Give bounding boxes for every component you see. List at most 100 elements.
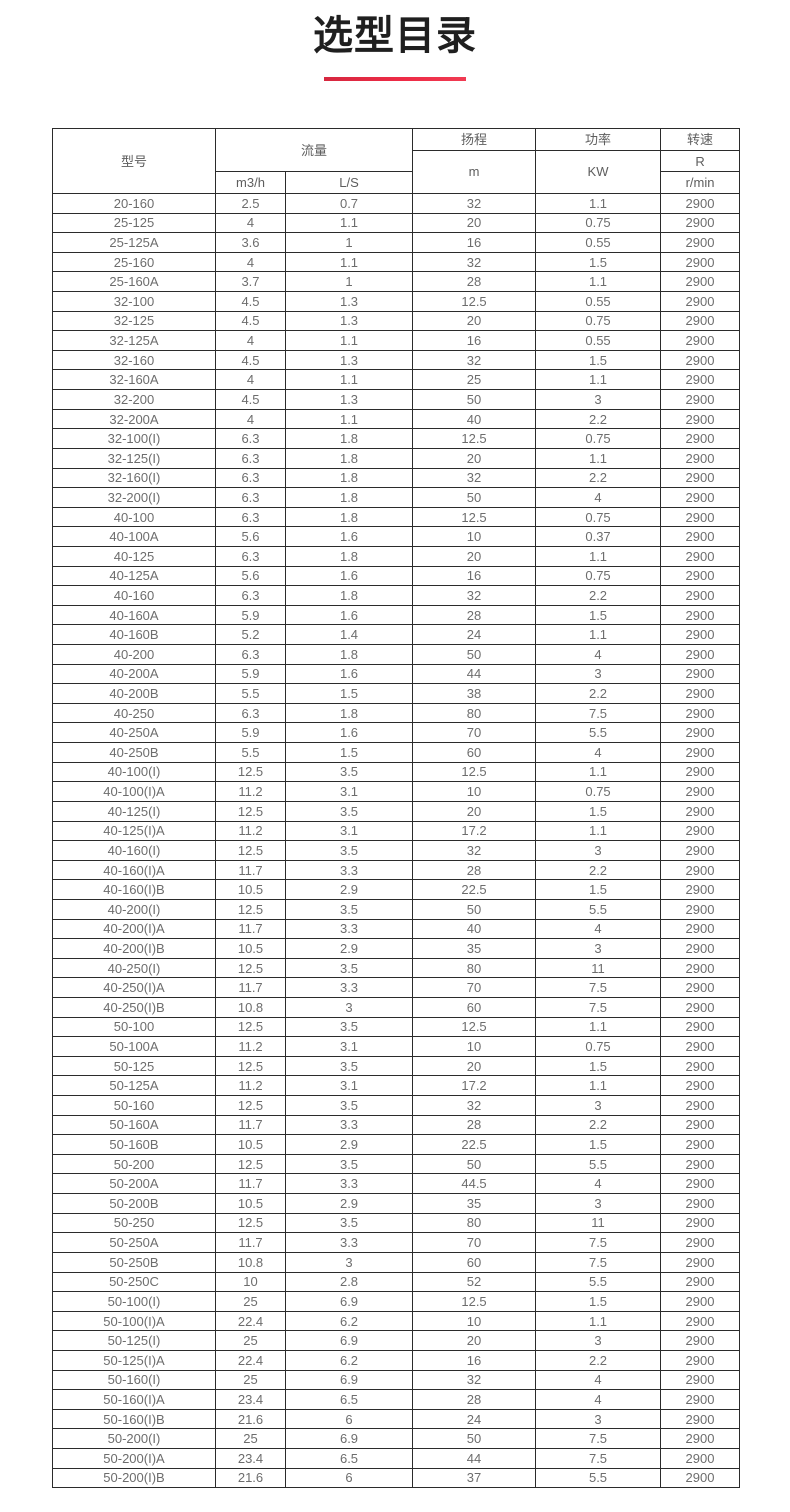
cell-head: 32 xyxy=(412,585,537,606)
cell-model: 32-200(I) xyxy=(52,487,216,508)
cell-flow-m3h: 6.3 xyxy=(215,487,286,508)
cell-model: 40-125(I) xyxy=(52,800,216,822)
cell-speed: 2900 xyxy=(660,742,741,763)
cell-flow-ls: 6.9 xyxy=(284,1330,414,1351)
table-row: 32-160 4.5 1.3 32 1.5 2900 xyxy=(52,349,741,371)
cell-flow-m3h: 10.5 xyxy=(215,938,286,959)
table-row: 50-100(I) 25 6.9 12.5 1.5 2900 xyxy=(52,1291,741,1312)
cell-power: 3 xyxy=(535,1193,662,1214)
table-row: 50-125A 11.2 3.1 17.2 1.1 2900 xyxy=(52,1075,741,1097)
cell-flow-ls: 1.6 xyxy=(284,663,414,685)
cell-speed: 2900 xyxy=(660,1016,741,1038)
cell-flow-ls: 1.6 xyxy=(284,565,414,587)
header-flow-m3h: m3/h xyxy=(215,171,286,194)
cell-speed: 2900 xyxy=(660,624,741,646)
cell-head: 28 xyxy=(412,859,537,881)
cell-speed: 2900 xyxy=(660,389,741,410)
table-row: 40-125(I) 12.5 3.5 20 1.5 2900 xyxy=(52,800,741,822)
cell-model: 50-200(I)A xyxy=(52,1448,216,1469)
cell-power: 0.75 xyxy=(535,310,662,332)
cell-flow-ls: 3.3 xyxy=(284,1173,414,1195)
spec-table-container: 型号 流量 扬程 功率 转速 m KW R m3/h L/S r/min 20-… xyxy=(52,127,741,1489)
cell-model: 32-100(I) xyxy=(52,428,216,449)
cell-model: 50-125A xyxy=(52,1075,216,1097)
cell-speed: 2900 xyxy=(660,1369,741,1391)
cell-flow-m3h: 5.9 xyxy=(215,722,286,744)
cell-speed: 2900 xyxy=(660,800,741,822)
cell-flow-ls: 3.3 xyxy=(284,859,414,881)
cell-flow-ls: 1.8 xyxy=(284,702,414,724)
cell-head: 20 xyxy=(412,310,537,332)
cell-flow-m3h: 6.3 xyxy=(215,506,286,528)
cell-power: 11 xyxy=(535,1212,662,1234)
table-row: 40-125 6.3 1.8 20 1.1 2900 xyxy=(52,545,741,567)
cell-speed: 2900 xyxy=(660,428,741,449)
cell-model: 50-200B xyxy=(52,1193,216,1214)
table-row: 50-125(I)A 22.4 6.2 16 2.2 2900 xyxy=(52,1349,741,1371)
table-row: 40-200 6.3 1.8 50 4 2900 xyxy=(52,644,741,665)
cell-flow-m3h: 12.5 xyxy=(215,800,286,822)
cell-head: 50 xyxy=(412,389,537,410)
cell-power: 5.5 xyxy=(535,1271,662,1293)
cell-flow-ls: 3.5 xyxy=(284,1016,414,1038)
cell-model: 32-160 xyxy=(52,349,216,371)
cell-power: 3 xyxy=(535,938,662,959)
cell-speed: 2900 xyxy=(660,898,741,920)
table-row: 50-250 12.5 3.5 80 11 2900 xyxy=(52,1212,741,1234)
cell-flow-m3h: 4 xyxy=(215,408,286,430)
header-head-unit: m xyxy=(412,149,537,195)
cell-flow-ls: 3.1 xyxy=(284,1075,414,1097)
table-row: 32-125(I) 6.3 1.8 20 1.1 2900 xyxy=(52,447,741,469)
table-row: 50-125 12.5 3.5 20 1.5 2900 xyxy=(52,1055,741,1077)
cell-power: 4 xyxy=(535,1173,662,1195)
cell-head: 20 xyxy=(412,447,537,469)
cell-flow-m3h: 6.3 xyxy=(215,545,286,567)
cell-flow-m3h: 4.5 xyxy=(215,310,286,332)
cell-flow-m3h: 12.5 xyxy=(215,1212,286,1234)
header-flow-ls: L/S xyxy=(284,171,414,194)
header-power: 功率 xyxy=(535,128,662,151)
cell-flow-m3h: 6.3 xyxy=(215,447,286,469)
cell-model: 40-200(I)A xyxy=(52,918,216,940)
table-row: 50-250A 11.7 3.3 70 7.5 2900 xyxy=(52,1232,741,1253)
cell-flow-m3h: 12.5 xyxy=(215,898,286,920)
cell-model: 50-200(I) xyxy=(52,1428,216,1449)
table-row: 40-250B 5.5 1.5 60 4 2900 xyxy=(52,742,741,763)
cell-flow-ls: 3.5 xyxy=(284,898,414,920)
cell-speed: 2900 xyxy=(660,604,741,626)
cell-power: 1.1 xyxy=(535,1016,662,1038)
cell-flow-ls: 3.3 xyxy=(284,1114,414,1136)
cell-head: 16 xyxy=(412,232,537,253)
cell-head: 80 xyxy=(412,957,537,979)
cell-speed: 2900 xyxy=(660,1310,741,1332)
cell-flow-m3h: 22.4 xyxy=(215,1349,286,1371)
cell-speed: 2900 xyxy=(660,349,741,371)
cell-model: 40-250(I)A xyxy=(52,977,216,998)
cell-model: 25-125A xyxy=(52,232,216,253)
cell-speed: 2900 xyxy=(660,1389,741,1410)
table-row: 40-100(I)A 11.2 3.1 10 0.75 2900 xyxy=(52,781,741,802)
cell-model: 40-160A xyxy=(52,604,216,626)
cell-speed: 2900 xyxy=(660,487,741,508)
cell-power: 2.2 xyxy=(535,1349,662,1371)
cell-flow-ls: 6.9 xyxy=(284,1291,414,1312)
cell-speed: 2900 xyxy=(660,212,741,234)
cell-power: 7.5 xyxy=(535,702,662,724)
cell-flow-ls: 6.5 xyxy=(284,1389,414,1410)
cell-flow-m3h: 6.3 xyxy=(215,428,286,449)
table-row: 50-200 12.5 3.5 50 5.5 2900 xyxy=(52,1153,741,1175)
cell-speed: 2900 xyxy=(660,271,741,293)
cell-flow-m3h: 5.5 xyxy=(215,742,286,763)
cell-power: 1.5 xyxy=(535,1291,662,1312)
cell-head: 28 xyxy=(412,1114,537,1136)
cell-flow-ls: 6.2 xyxy=(284,1349,414,1371)
table-row: 40-250A 5.9 1.6 70 5.5 2900 xyxy=(52,722,741,744)
table-row: 40-250(I) 12.5 3.5 80 11 2900 xyxy=(52,957,741,979)
table-row: 25-125 4 1.1 20 0.75 2900 xyxy=(52,212,741,234)
cell-head: 17.2 xyxy=(412,1075,537,1097)
cell-head: 35 xyxy=(412,1193,537,1214)
cell-head: 12.5 xyxy=(412,428,537,449)
cell-power: 3 xyxy=(535,1095,662,1116)
cell-power: 2.2 xyxy=(535,683,662,704)
cell-power: 3 xyxy=(535,840,662,861)
